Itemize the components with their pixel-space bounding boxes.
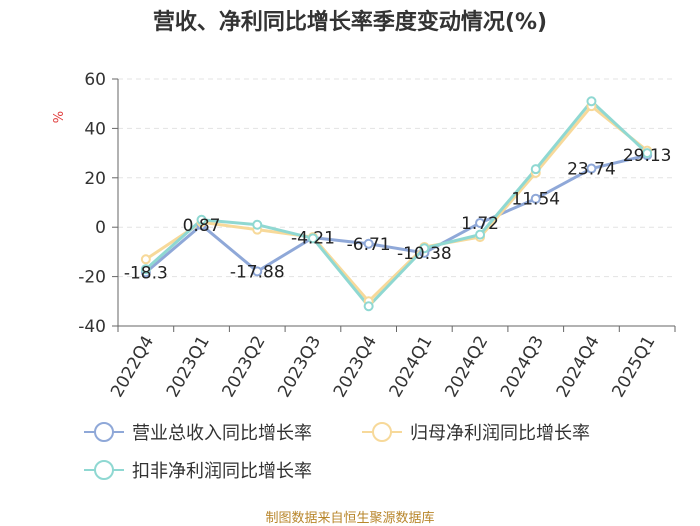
data-label: 0.87 <box>183 216 221 236</box>
x-tick-label: 2024Q4 <box>553 333 604 401</box>
y-axis-label: % <box>52 111 67 123</box>
data-label: 1.72 <box>461 214 499 234</box>
legend-label: 扣非净利润同比增长率 <box>132 461 312 482</box>
x-tick-label: 2023Q4 <box>330 333 381 401</box>
x-tick-label: 2022Q4 <box>107 333 158 401</box>
data-point <box>140 264 151 275</box>
series-line <box>144 99 649 308</box>
data-point <box>586 163 597 174</box>
data-point <box>475 217 486 228</box>
data-point <box>419 243 430 254</box>
x-tick-label: 2024Q2 <box>441 333 492 401</box>
data-point <box>530 164 541 175</box>
legend-marker <box>372 422 392 442</box>
source-note: 制图数据来自恒生聚源数据库 <box>265 511 435 526</box>
data-label: -17.88 <box>230 262 285 282</box>
data-point <box>475 229 486 240</box>
legend-label: 营业总收入同比增长率 <box>132 423 312 444</box>
y-tick-label: 40 <box>84 119 106 139</box>
data-point <box>363 238 374 249</box>
legend-item: 营业总收入同比增长率 <box>84 422 312 444</box>
x-tick-label: 2023Q2 <box>219 333 270 401</box>
data-point <box>642 148 653 159</box>
data-point <box>530 193 541 204</box>
series-line <box>144 153 648 274</box>
chart-title: 营收、净利同比增长率季度变动情况(%) <box>152 10 548 35</box>
legend-marker <box>94 422 114 442</box>
data-label: 23.74 <box>567 160 616 180</box>
data-label: -18.3 <box>124 263 168 283</box>
data-label: -4.21 <box>291 229 335 249</box>
data-point <box>252 219 263 230</box>
data-point <box>140 254 151 265</box>
data-label: -10.38 <box>397 244 452 264</box>
data-point <box>586 96 597 107</box>
x-tick-label: 2024Q1 <box>386 333 437 401</box>
x-tick-label: 2024Q3 <box>497 333 548 401</box>
data-point <box>363 301 374 312</box>
legend-marker <box>94 460 114 480</box>
legend-item: 归母净利润同比增长率 <box>362 422 590 444</box>
y-tick-label: -40 <box>78 317 106 337</box>
y-tick-label: 20 <box>84 169 106 189</box>
legend-label: 归母净利润同比增长率 <box>410 423 590 444</box>
legend-item: 扣非净利润同比增长率 <box>84 460 312 482</box>
y-tick-label: 60 <box>84 70 106 90</box>
x-tick-label: 2025Q1 <box>608 333 659 401</box>
data-label: 11.54 <box>511 190 560 210</box>
data-label: -6.71 <box>347 235 391 255</box>
y-tick-label: -20 <box>78 268 106 288</box>
data-label: 29.13 <box>623 146 672 166</box>
x-tick-label: 2023Q3 <box>274 333 325 401</box>
data-point <box>252 266 263 277</box>
data-point <box>196 214 207 225</box>
x-tick-label: 2023Q1 <box>163 333 214 401</box>
y-tick-label: 0 <box>95 218 106 238</box>
series-line <box>145 104 649 303</box>
data-point <box>307 233 318 244</box>
